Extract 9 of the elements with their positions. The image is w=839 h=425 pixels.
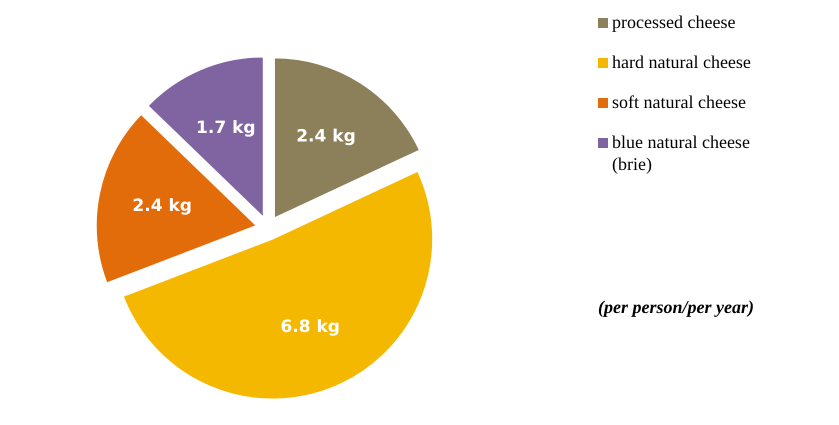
legend-label: blue natural cheese (brie) [612,132,750,174]
data-label: 2.4 kg [132,196,192,216]
legend-label: processed cheese [612,12,736,32]
data-label: 1.7 kg [196,118,256,138]
legend-label: soft natural cheese [612,92,746,112]
data-label: 6.8 kg [280,317,340,338]
data-label: 2.4 kg [296,126,356,147]
legend-label: hard natural cheese [612,52,751,72]
text: (per person/per year) [598,297,754,317]
